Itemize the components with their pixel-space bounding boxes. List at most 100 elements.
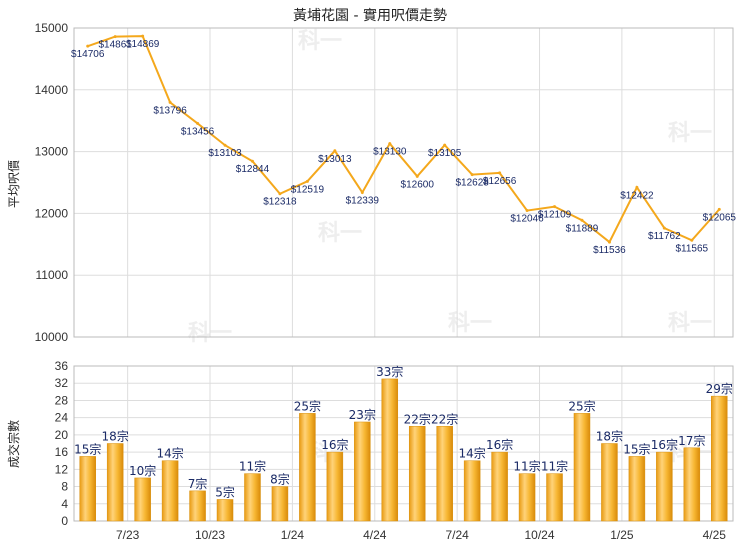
volume-data-label: 22宗: [404, 411, 431, 426]
volume-bar: [656, 451, 673, 522]
volume-data-label: 16宗: [651, 437, 678, 452]
volume-plot-frame: [73, 365, 734, 522]
volume-data-label: 11宗: [513, 459, 540, 474]
price-point: [717, 207, 721, 211]
volume-bar: [573, 413, 591, 522]
watermark-text: 科一: [298, 29, 342, 54]
volume-data-label: 16宗: [486, 437, 513, 452]
volume-data-label: 22宗: [431, 411, 458, 426]
x-tick-label: 7/23: [116, 528, 140, 542]
volume-y-tick-label: 0: [61, 514, 68, 528]
volume-bar: [518, 473, 536, 522]
price-line: [87, 35, 721, 244]
volume-bar: [711, 395, 728, 522]
x-tick-label: 7/24: [445, 528, 469, 542]
price-data-label: $11565: [675, 243, 708, 254]
volume-data-label: 7宗: [188, 476, 208, 491]
volume-data-label: 18宗: [102, 429, 129, 444]
price-data-label: $14869: [126, 39, 160, 50]
price-point: [305, 179, 309, 183]
price-data-label: $12318: [263, 197, 297, 208]
price-point: [388, 142, 392, 146]
volume-bar: [436, 426, 453, 522]
volume-bar: [161, 460, 179, 522]
watermark-text: 科一: [668, 311, 712, 336]
price-point: [360, 190, 364, 194]
price-point: [141, 34, 145, 38]
volume-bar: [79, 456, 96, 522]
price-point: [250, 159, 254, 163]
price-data-label: $12656: [483, 176, 517, 187]
price-point: [607, 240, 611, 244]
volume-bar: [463, 460, 481, 522]
volume-data-label: 14宗: [156, 446, 183, 461]
price-point: [113, 35, 117, 39]
volume-bar: [134, 477, 151, 522]
volume-data-label: 16宗: [321, 437, 348, 452]
price-data-label: $12065: [703, 212, 737, 223]
volume-y-tick-label: 20: [55, 428, 69, 442]
volume-data-label: 15宗: [74, 441, 101, 456]
price-point: [278, 192, 282, 196]
price-data-label: $12628: [455, 178, 489, 189]
volume-bar: [244, 473, 261, 522]
volume-data-label: 11宗: [541, 459, 568, 474]
volume-bar: [326, 451, 344, 522]
volume-data-label: 14宗: [459, 446, 486, 461]
volume-bar: [601, 443, 618, 522]
volume-bar: [189, 490, 206, 522]
price-line-series: [86, 34, 721, 244]
volume-y-tick-label: 36: [55, 359, 69, 373]
volume-bar: [106, 443, 124, 522]
volume-data-label: 15宗: [623, 441, 650, 456]
price-data-label: $12339: [346, 195, 380, 206]
volume-y-tick-label: 16: [55, 445, 69, 459]
volume-data-label: 25宗: [568, 398, 595, 413]
price-data-label: $11889: [566, 223, 599, 234]
volume-data-label: 29宗: [706, 381, 733, 396]
volume-y-tick-label: 32: [55, 376, 69, 390]
volume-bar: [491, 451, 508, 522]
volume-data-label: 17宗: [678, 433, 705, 448]
price-point: [525, 209, 529, 213]
x-tick-label: 4/24: [363, 528, 387, 542]
volume-bar: [271, 486, 289, 522]
price-data-label: $13796: [153, 105, 187, 116]
price-data-label: $12422: [620, 190, 654, 201]
volume-data-label: 11宗: [239, 459, 266, 474]
volume-y-tick-label: 24: [55, 411, 69, 425]
watermark-text: 科一: [668, 121, 712, 146]
volume-bar: [546, 473, 563, 522]
price-y-tick-label: 14000: [35, 83, 69, 97]
volume-y-tick-label: 4: [61, 497, 68, 511]
price-point: [415, 174, 419, 178]
price-point: [333, 149, 337, 153]
volume-bar: [628, 456, 646, 522]
price-y-tick-label: 12000: [35, 206, 69, 220]
price-point: [168, 100, 172, 104]
volume-y-tick-label: 12: [55, 462, 69, 476]
price-data-label: $14706: [71, 49, 105, 60]
price-point: [470, 173, 474, 177]
volume-data-label: 25宗: [294, 398, 321, 413]
volume-bar: [216, 499, 234, 522]
price-y-tick-label: 11000: [36, 268, 69, 282]
price-plot-frame: [73, 27, 734, 338]
chart-title: 黃埔花園 - 實用呎價走勢: [293, 7, 447, 24]
price-y-tick-label: 10000: [35, 330, 69, 344]
price-point: [498, 171, 502, 175]
price-data-label: $12600: [401, 179, 435, 190]
price-data-label: $12109: [538, 210, 572, 221]
price-data-label: $13105: [428, 148, 462, 159]
x-tick-label: 10/24: [525, 528, 555, 542]
price-data-label: $12844: [236, 164, 270, 175]
watermark-text: 科一: [318, 221, 362, 246]
volume-bars: [79, 378, 728, 522]
price-data-label: $13103: [208, 148, 242, 159]
volume-data-label: 18宗: [596, 429, 623, 444]
x-tick-label: 10/23: [195, 528, 225, 542]
price-point: [690, 238, 694, 242]
volume-axis-label: 成交宗數: [6, 420, 21, 468]
